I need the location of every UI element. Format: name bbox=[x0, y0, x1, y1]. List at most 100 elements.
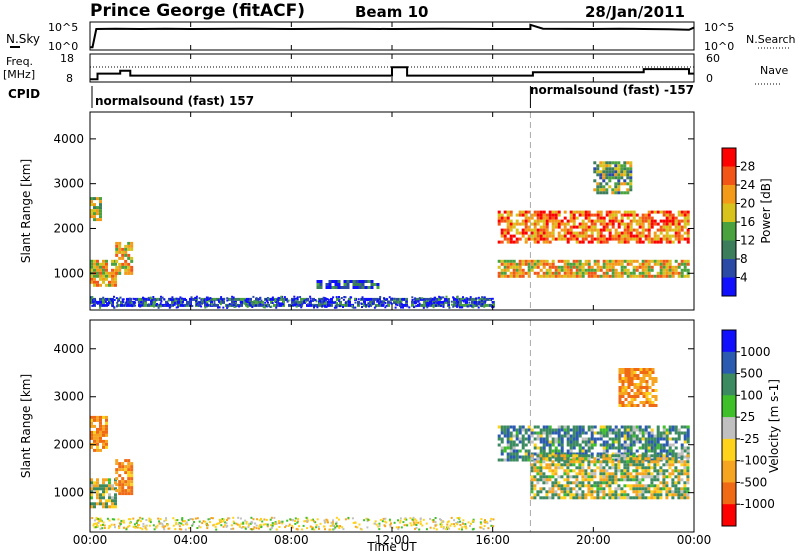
data-cell bbox=[680, 271, 684, 275]
data-cell bbox=[668, 475, 672, 479]
scatter-cell bbox=[460, 297, 463, 300]
scatter-cell bbox=[222, 525, 225, 528]
data-cell bbox=[624, 374, 628, 377]
data-cell bbox=[599, 182, 603, 186]
scatter-cell bbox=[311, 528, 314, 531]
data-cell bbox=[536, 490, 540, 494]
data-cell bbox=[530, 481, 534, 485]
data-cell bbox=[627, 371, 631, 374]
data-cell bbox=[656, 210, 660, 214]
scatter-cell bbox=[251, 528, 253, 531]
data-cell bbox=[618, 392, 622, 395]
scatter-cell bbox=[291, 299, 294, 302]
data-cell bbox=[240, 303, 243, 307]
scatter-cell bbox=[379, 300, 382, 303]
data-cell bbox=[602, 240, 606, 244]
data-cell bbox=[114, 277, 117, 281]
data-cell bbox=[662, 469, 666, 473]
data-cell bbox=[617, 428, 621, 432]
data-cell bbox=[587, 487, 591, 491]
data-cell bbox=[632, 219, 636, 223]
scatter-cell bbox=[205, 523, 208, 526]
data-cell bbox=[627, 380, 631, 383]
data-cell bbox=[665, 222, 669, 226]
data-cell bbox=[569, 434, 573, 438]
data-cell bbox=[683, 446, 687, 450]
data-cell bbox=[605, 265, 609, 269]
data-cell bbox=[638, 487, 642, 491]
data-cell bbox=[677, 222, 681, 226]
data-cell bbox=[465, 297, 468, 301]
data-cell bbox=[647, 457, 651, 461]
data-cell bbox=[563, 225, 567, 229]
data-cell bbox=[126, 297, 129, 301]
data-cell bbox=[644, 274, 648, 278]
data-cell bbox=[617, 487, 621, 491]
data-cell bbox=[115, 489, 119, 493]
data-cell bbox=[638, 446, 642, 450]
data-cell bbox=[621, 383, 625, 386]
data-cell bbox=[584, 449, 588, 453]
data-cell bbox=[645, 389, 649, 392]
data-cell bbox=[656, 472, 660, 476]
data-cell bbox=[629, 437, 633, 441]
scatter-cell bbox=[465, 297, 468, 300]
scatter-cell bbox=[178, 298, 181, 301]
data-cell bbox=[444, 297, 447, 301]
data-cell bbox=[533, 210, 537, 214]
scatter-cell bbox=[448, 306, 451, 309]
data-cell bbox=[369, 297, 372, 301]
data-cell bbox=[596, 274, 600, 278]
data-cell bbox=[647, 472, 651, 476]
data-cell bbox=[503, 210, 507, 214]
data-cell bbox=[111, 505, 114, 509]
scatter-cell bbox=[484, 519, 486, 522]
data-cell bbox=[618, 380, 622, 383]
scatter-cell bbox=[447, 298, 449, 301]
scatter-cell bbox=[217, 299, 220, 302]
data-cell bbox=[653, 219, 657, 223]
scatter-cell bbox=[461, 528, 463, 531]
data-cell bbox=[575, 237, 579, 241]
data-cell bbox=[521, 210, 525, 214]
scatter-cell bbox=[204, 306, 207, 309]
scatter-cell bbox=[150, 300, 152, 303]
scatter-cell bbox=[414, 305, 417, 308]
data-cell bbox=[620, 262, 624, 266]
data-cell bbox=[557, 437, 561, 441]
colorbar-tick-label: 24 bbox=[740, 178, 755, 192]
data-cell bbox=[671, 234, 675, 238]
data-cell bbox=[557, 487, 561, 491]
data-cell bbox=[114, 274, 117, 278]
data-cell bbox=[551, 484, 555, 488]
data-cell bbox=[614, 458, 618, 462]
scatter-cell bbox=[153, 528, 156, 531]
data-cell bbox=[201, 300, 204, 304]
scatter-cell bbox=[141, 517, 144, 520]
noise-left-tick-top: 10^5 bbox=[48, 21, 78, 34]
data-cell bbox=[647, 437, 651, 441]
data-cell bbox=[96, 496, 99, 500]
data-cell bbox=[497, 271, 501, 275]
colorbar-segment bbox=[722, 185, 736, 204]
data-cell bbox=[683, 213, 687, 217]
data-cell bbox=[548, 478, 552, 482]
data-cell bbox=[309, 303, 312, 307]
data-cell bbox=[569, 460, 573, 464]
data-cell bbox=[596, 210, 600, 214]
data-cell bbox=[632, 237, 636, 241]
colorbar-segment bbox=[722, 259, 736, 278]
data-cell bbox=[348, 303, 351, 307]
data-cell bbox=[521, 259, 525, 263]
data-cell bbox=[548, 446, 552, 450]
data-cell bbox=[677, 490, 681, 494]
data-cell bbox=[111, 300, 114, 304]
data-cell bbox=[102, 502, 105, 506]
scatter-cell bbox=[172, 524, 175, 527]
data-cell bbox=[545, 493, 549, 497]
data-cell bbox=[324, 300, 327, 304]
data-cell bbox=[626, 210, 630, 214]
data-cell bbox=[575, 490, 579, 494]
data-cell bbox=[506, 425, 510, 429]
data-cell bbox=[210, 297, 213, 301]
